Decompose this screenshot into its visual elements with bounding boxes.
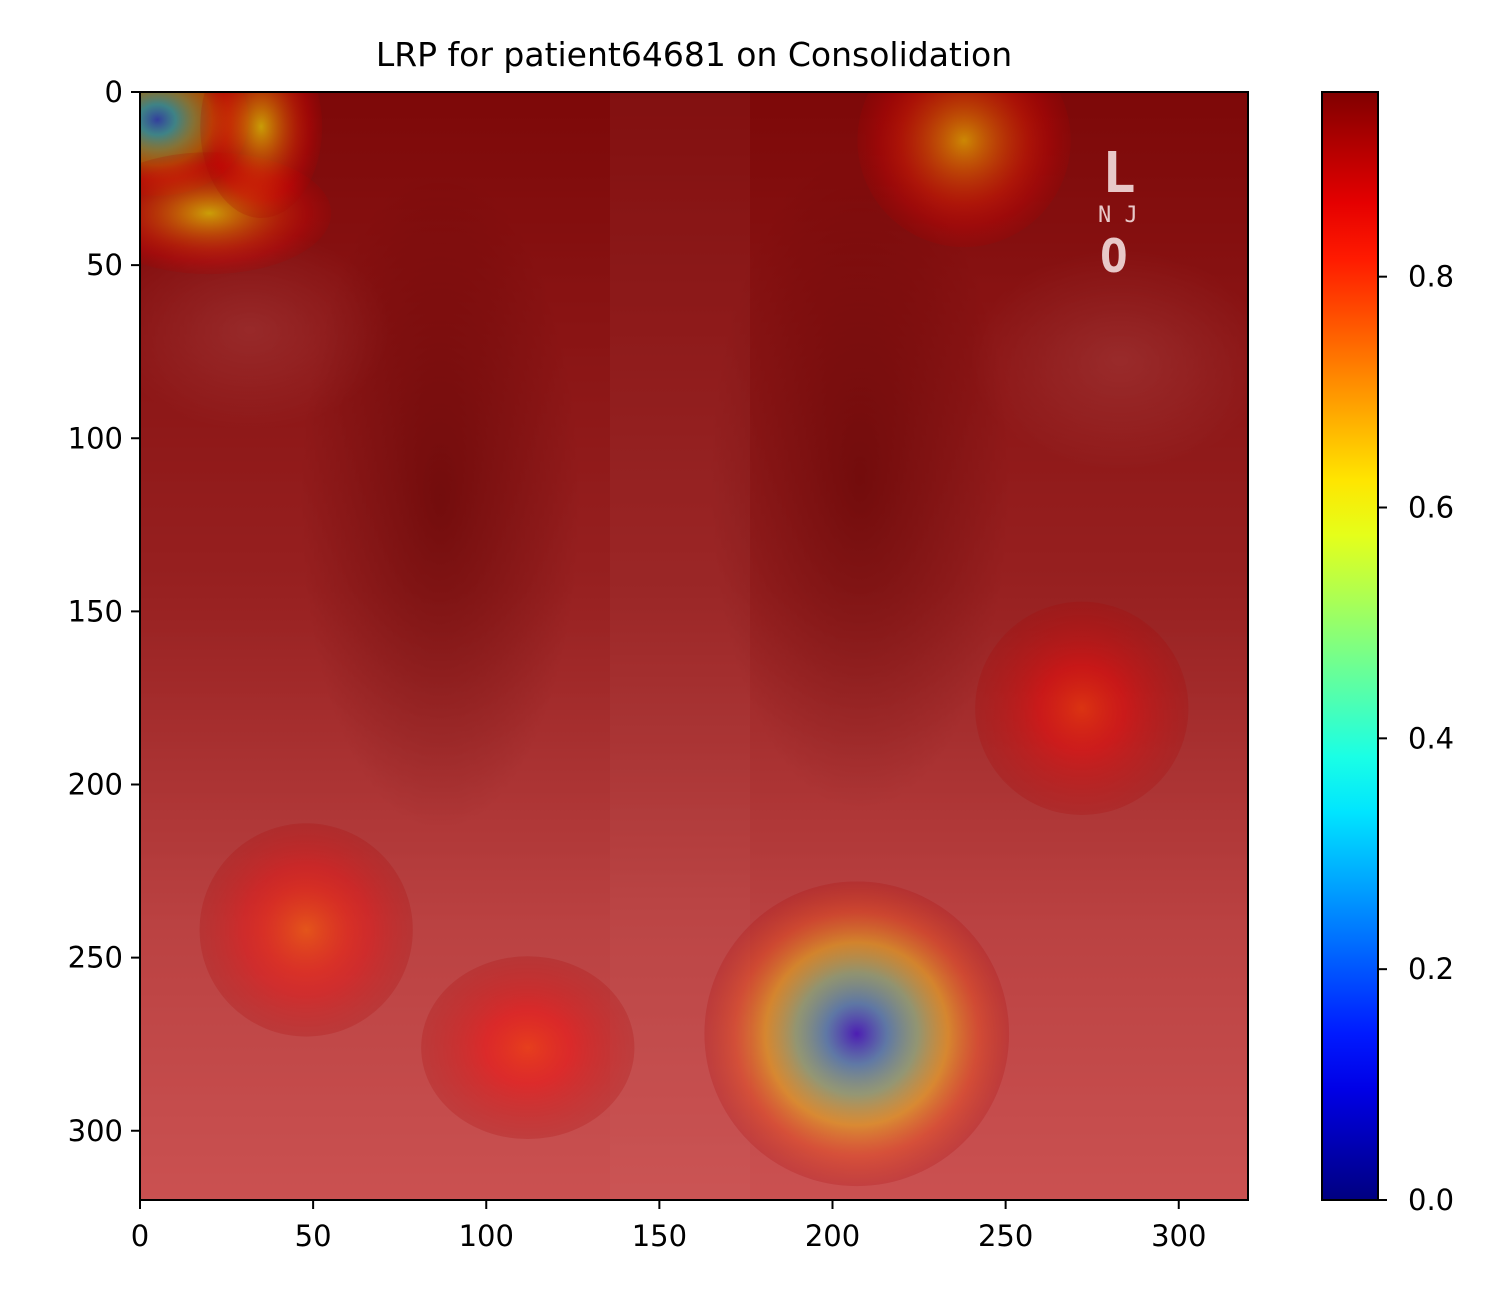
relevance-blob xyxy=(199,823,413,1037)
right-shoulder-highlight xyxy=(970,250,1248,470)
colorbar-gradient xyxy=(1321,91,1379,1201)
marker-letter-o: O xyxy=(1100,229,1128,283)
y-tick-label: 0 xyxy=(105,75,123,109)
x-tick-label: 100 xyxy=(459,1219,514,1253)
left-shoulder-highlight xyxy=(140,230,390,430)
x-tick-label: 250 xyxy=(978,1219,1033,1253)
left-lung-shadow xyxy=(710,150,1010,810)
x-tick-label: 300 xyxy=(1151,1219,1206,1253)
relevance-blob xyxy=(421,956,635,1140)
chart-title: LRP for patient64681 on Consolidation xyxy=(376,35,1012,74)
colorbar-tick-label: 0.2 xyxy=(1408,952,1454,986)
plot-frame xyxy=(139,91,1249,1201)
heatmap-plot-area: L N J O xyxy=(140,92,1248,1200)
relevance-blobs xyxy=(140,92,1248,1200)
colorbar-tick-label: 0.6 xyxy=(1408,491,1454,525)
y-tick-label: 300 xyxy=(68,1114,123,1148)
relevance-blob xyxy=(857,92,1071,248)
colorbar-tick-label: 0.4 xyxy=(1408,721,1454,755)
marker-letters-nj: N J xyxy=(1098,203,1138,228)
x-tick-label: 150 xyxy=(632,1219,687,1253)
colorbar-tick-label: 0.8 xyxy=(1408,260,1454,294)
colorbar-tick-label: 0.0 xyxy=(1408,1183,1454,1217)
relevance-blob xyxy=(975,601,1189,815)
x-tick-label: 200 xyxy=(805,1219,860,1253)
relevance-blob xyxy=(200,92,323,219)
colorbar: 0.0 0.2 0.4 0.6 0.8 xyxy=(1321,91,1454,1217)
y-tick-label: 150 xyxy=(68,594,123,628)
x-tick-label: 50 xyxy=(295,1219,332,1253)
x-tick-label: 0 xyxy=(131,1219,149,1253)
y-tick-label: 100 xyxy=(68,421,123,455)
y-tick-label: 200 xyxy=(68,768,123,802)
relevance-blob xyxy=(704,881,1010,1187)
y-tick-label: 250 xyxy=(68,941,123,975)
xray-marker: L N J O xyxy=(1098,141,1138,283)
colorbar-ticks: 0.0 0.2 0.4 0.6 0.8 xyxy=(1378,260,1454,1217)
y-axis: 0 50 100 150 200 250 300 xyxy=(68,75,140,1148)
x-axis: 0 50 100 150 200 250 300 xyxy=(131,1200,1206,1253)
y-tick-label: 50 xyxy=(86,248,123,282)
marker-letter-l: L xyxy=(1102,141,1136,206)
